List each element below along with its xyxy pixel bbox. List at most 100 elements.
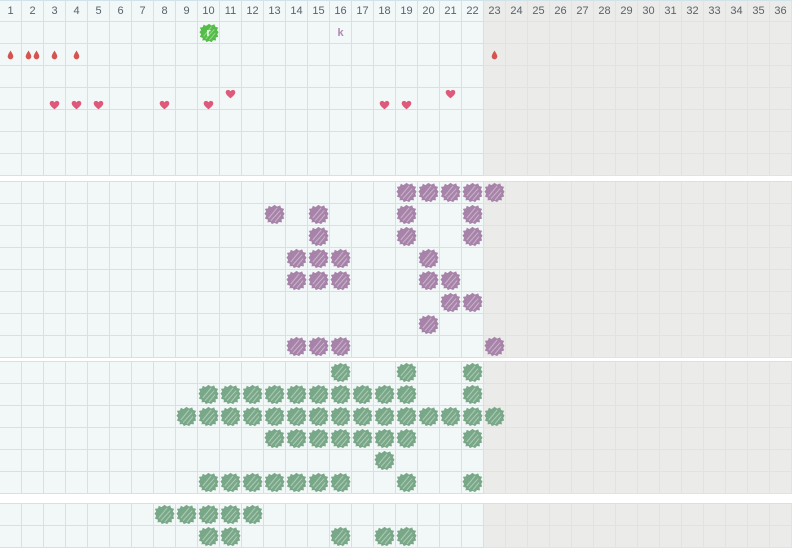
grid-cell[interactable]: [660, 182, 682, 204]
grid-cell[interactable]: [704, 204, 726, 226]
grid-cell[interactable]: [220, 314, 242, 336]
grid-cell[interactable]: [110, 226, 132, 248]
grid-cell[interactable]: [704, 384, 726, 406]
grid-cell[interactable]: [330, 44, 352, 66]
grid-cell[interactable]: [22, 154, 44, 176]
grid-cell[interactable]: [352, 270, 374, 292]
grid-cell[interactable]: [396, 110, 418, 132]
grid-cell[interactable]: [22, 336, 44, 358]
grid-cell[interactable]: [66, 504, 88, 526]
grid-cell[interactable]: [594, 314, 616, 336]
grid-cell[interactable]: [198, 226, 220, 248]
grid-cell[interactable]: [374, 406, 396, 428]
grid-cell[interactable]: [396, 154, 418, 176]
grid-cell[interactable]: [594, 226, 616, 248]
grid-cell[interactable]: [374, 384, 396, 406]
grid-cell[interactable]: [484, 22, 506, 44]
grid-cell[interactable]: [462, 248, 484, 270]
grid-cell[interactable]: [66, 154, 88, 176]
grid-cell[interactable]: [330, 336, 352, 358]
grid-cell[interactable]: [198, 428, 220, 450]
grid-cell[interactable]: [528, 110, 550, 132]
grid-cell[interactable]: [242, 384, 264, 406]
grid-cell[interactable]: [88, 22, 110, 44]
grid-cell[interactable]: [66, 110, 88, 132]
grid-cell[interactable]: [44, 450, 66, 472]
grid-cell[interactable]: [396, 226, 418, 248]
grid-cell[interactable]: [220, 154, 242, 176]
grid-cell[interactable]: [396, 88, 418, 110]
grid-cell[interactable]: [462, 66, 484, 88]
grid-cell[interactable]: [660, 110, 682, 132]
grid-cell[interactable]: [682, 384, 704, 406]
grid-cell[interactable]: [330, 428, 352, 450]
grid-cell[interactable]: [550, 132, 572, 154]
grid-cell[interactable]: [462, 154, 484, 176]
grid-cell[interactable]: [748, 88, 770, 110]
grid-cell[interactable]: [572, 428, 594, 450]
grid-cell[interactable]: [110, 384, 132, 406]
grid-cell[interactable]: [286, 314, 308, 336]
grid-cell[interactable]: [242, 248, 264, 270]
grid-cell[interactable]: [176, 182, 198, 204]
grid-cell[interactable]: [374, 154, 396, 176]
grid-cell[interactable]: [418, 314, 440, 336]
grid-cell[interactable]: [660, 66, 682, 88]
grid-cell[interactable]: [88, 336, 110, 358]
grid-cell[interactable]: [330, 88, 352, 110]
grid-cell[interactable]: [22, 406, 44, 428]
grid-cell[interactable]: [154, 154, 176, 176]
grid-cell[interactable]: [462, 22, 484, 44]
grid-cell[interactable]: [0, 88, 22, 110]
grid-cell[interactable]: [550, 450, 572, 472]
grid-cell[interactable]: [154, 110, 176, 132]
grid-cell[interactable]: [440, 292, 462, 314]
grid-cell[interactable]: [22, 384, 44, 406]
grid-cell[interactable]: [220, 428, 242, 450]
grid-cell[interactable]: [330, 314, 352, 336]
grid-cell[interactable]: [418, 204, 440, 226]
grid-cell[interactable]: [418, 110, 440, 132]
grid-cell[interactable]: [594, 88, 616, 110]
grid-cell[interactable]: [44, 226, 66, 248]
grid-cell[interactable]: [154, 472, 176, 494]
grid-cell[interactable]: [374, 226, 396, 248]
grid-cell[interactable]: [682, 450, 704, 472]
grid-cell[interactable]: [110, 132, 132, 154]
grid-cell[interactable]: [462, 362, 484, 384]
grid-cell[interactable]: [220, 450, 242, 472]
grid-cell[interactable]: [0, 226, 22, 248]
grid-cell[interactable]: [594, 182, 616, 204]
grid-cell[interactable]: [704, 248, 726, 270]
grid-cell[interactable]: [330, 384, 352, 406]
grid-cell[interactable]: [132, 154, 154, 176]
grid-cell[interactable]: [88, 204, 110, 226]
grid-cell[interactable]: [594, 270, 616, 292]
grid-cell[interactable]: [88, 226, 110, 248]
grid-cell[interactable]: [66, 336, 88, 358]
grid-cell[interactable]: [0, 472, 22, 494]
grid-cell[interactable]: [286, 362, 308, 384]
grid-cell[interactable]: [110, 182, 132, 204]
grid-cell[interactable]: [748, 270, 770, 292]
grid-cell[interactable]: [462, 406, 484, 428]
grid-cell[interactable]: [682, 22, 704, 44]
grid-cell[interactable]: [132, 270, 154, 292]
grid-cell[interactable]: [66, 248, 88, 270]
grid-cell[interactable]: [220, 248, 242, 270]
grid-cell[interactable]: [110, 336, 132, 358]
grid-cell[interactable]: [550, 154, 572, 176]
grid-cell[interactable]: [572, 44, 594, 66]
grid-cell[interactable]: [0, 22, 22, 44]
grid-cell[interactable]: [770, 336, 792, 358]
grid-cell[interactable]: [418, 132, 440, 154]
grid-cell[interactable]: [176, 132, 198, 154]
grid-cell[interactable]: [286, 132, 308, 154]
grid-cell[interactable]: [704, 110, 726, 132]
grid-cell[interactable]: [352, 132, 374, 154]
grid-cell[interactable]: [198, 110, 220, 132]
grid-cell[interactable]: [44, 270, 66, 292]
grid-cell[interactable]: [0, 154, 22, 176]
grid-cell[interactable]: [308, 44, 330, 66]
grid-cell[interactable]: [550, 384, 572, 406]
